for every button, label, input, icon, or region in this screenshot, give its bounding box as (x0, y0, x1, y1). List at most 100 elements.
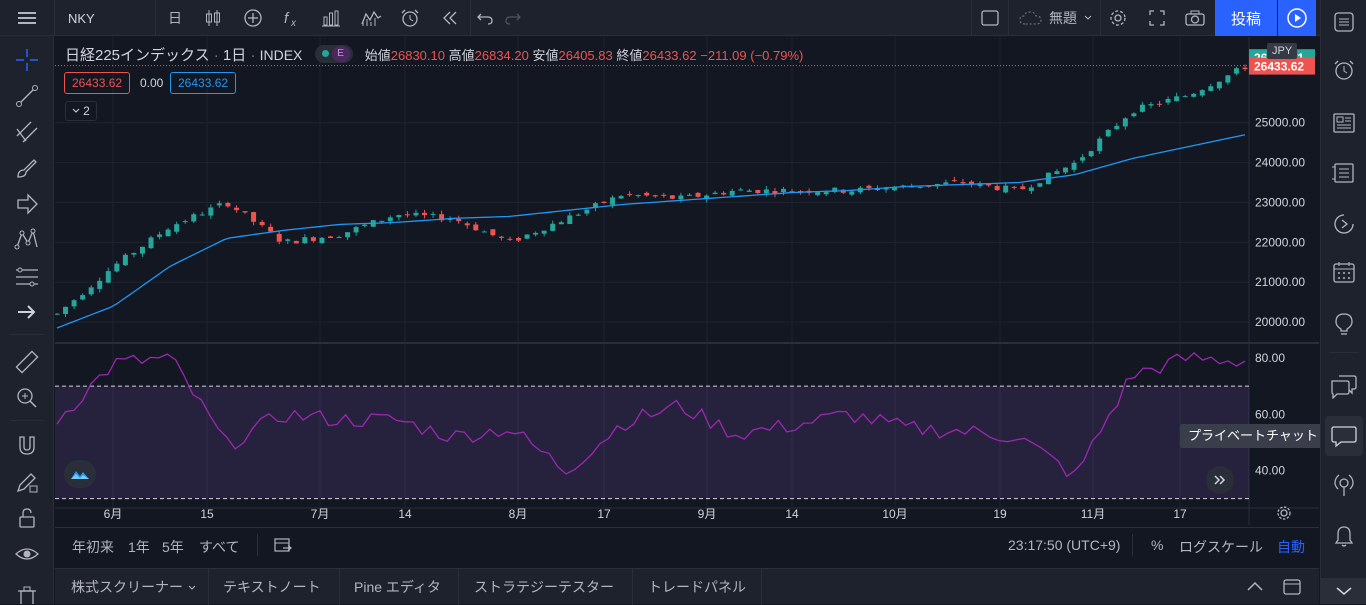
candle (268, 226, 274, 232)
candle (1037, 183, 1043, 187)
redo-icon[interactable] (500, 0, 526, 36)
pitchfork-icon[interactable] (0, 114, 54, 150)
magnet-icon[interactable] (0, 428, 54, 464)
settings-icon[interactable] (1102, 0, 1134, 36)
financials-icon[interactable] (313, 0, 349, 36)
pattern-icon[interactable] (0, 222, 54, 258)
tab-strategy-tester[interactable]: ストラテジーテスター (474, 579, 614, 595)
chevron-up-icon[interactable] (1245, 579, 1265, 596)
percent-toggle[interactable]: % (1151, 537, 1164, 553)
candle (695, 192, 701, 197)
candle (259, 221, 265, 226)
calendar-icon[interactable] (1321, 252, 1366, 292)
candle (1054, 171, 1060, 174)
candle (627, 194, 633, 196)
tab-pine-editor[interactable]: Pine エディタ (354, 579, 441, 595)
close-price-tag (1249, 57, 1315, 75)
lock-icon[interactable] (0, 500, 54, 536)
scroll-to-realtime-icon[interactable] (1206, 466, 1234, 494)
crosshair-icon[interactable] (0, 42, 54, 78)
candle (362, 224, 368, 227)
tab-label: 株式スクリーナー (71, 579, 183, 595)
cloud-save-button[interactable]: 無題 (1012, 0, 1100, 36)
axis-settings-icon[interactable] (1275, 504, 1293, 527)
legend-interval: 1日 (222, 47, 247, 64)
candle (533, 232, 539, 235)
templates-icon[interactable] (353, 0, 389, 36)
time-axis-label: 17 (597, 507, 611, 521)
range-1y[interactable]: 1年 (128, 539, 150, 555)
brush-icon[interactable] (0, 150, 54, 186)
publish-button[interactable]: 投稿 (1215, 0, 1277, 36)
zoom-icon[interactable] (0, 380, 54, 416)
watchlist-icon[interactable] (1321, 2, 1366, 42)
chart-canvas[interactable]: 25000.00 24000.00 23000.00 22000.00 21000.00… (54, 37, 1319, 525)
candle (285, 239, 291, 241)
layout-icon[interactable] (974, 0, 1006, 36)
earnings-badge[interactable]: E (314, 45, 353, 64)
play-icon[interactable] (1278, 0, 1316, 36)
news-icon[interactable] (1321, 103, 1366, 143)
symbol-search-button[interactable]: NKY (68, 10, 95, 26)
clock[interactable]: 23:17:50 (UTC+9) (1008, 537, 1121, 553)
range-5y[interactable]: 5年 (162, 539, 184, 555)
tradingview-logo-icon[interactable] (64, 460, 96, 488)
tab-stock-screener[interactable]: 株式スクリーナー (71, 569, 197, 605)
close-value: 26433.62 (642, 48, 697, 63)
notifications-bell-icon[interactable] (1321, 516, 1366, 556)
range-ytd[interactable]: 年初来 (72, 539, 114, 555)
compare-icon[interactable] (235, 0, 271, 36)
replay-icon[interactable] (432, 0, 468, 36)
chart-area[interactable]: 25000.00 24000.00 23000.00 22000.00 21000.00… (54, 37, 1319, 525)
private-chat-icon[interactable] (1325, 416, 1363, 456)
candle (883, 188, 889, 190)
alert-icon[interactable] (392, 0, 428, 36)
candle (157, 234, 163, 237)
indicators-count: 2 (83, 104, 90, 118)
auto-scale-toggle[interactable]: 自動 (1277, 539, 1305, 555)
range-all[interactable]: すべて (199, 539, 240, 555)
template-name: 無題 (1049, 10, 1077, 26)
tab-text-notes[interactable]: テキストノート (223, 579, 321, 595)
menu-icon[interactable] (0, 0, 54, 36)
chevron-down-icon[interactable] (1321, 578, 1366, 604)
interval-button[interactable]: 日 (168, 10, 182, 26)
indicators-toggle[interactable]: 2 (65, 101, 97, 121)
buy-price-tag[interactable]: 26433.62 (170, 72, 237, 94)
lock-drawing-icon[interactable] (0, 464, 54, 500)
candle (1242, 67, 1248, 70)
eye-icon[interactable] (0, 536, 54, 572)
ruler-icon[interactable] (0, 344, 54, 380)
camera-icon[interactable] (1178, 0, 1212, 36)
fullscreen-icon[interactable] (1140, 0, 1174, 36)
candle-style-icon[interactable] (195, 0, 231, 36)
public-chat-icon[interactable] (1321, 366, 1366, 406)
ideas-icon[interactable] (1321, 304, 1366, 344)
goto-date-icon[interactable] (273, 536, 293, 557)
data-window-icon[interactable] (1321, 153, 1366, 193)
arrow-right-icon[interactable] (0, 294, 54, 330)
streams-icon[interactable] (1321, 465, 1366, 505)
forecast-icon[interactable] (0, 258, 54, 294)
candle (1216, 81, 1222, 89)
symbol-title[interactable]: 日経225インデックス (65, 47, 210, 64)
undo-icon[interactable] (472, 0, 498, 36)
candle (199, 214, 205, 216)
sell-price-tag[interactable]: 26433.62 (64, 72, 131, 94)
maximize-panel-icon[interactable] (1282, 578, 1302, 599)
hotlist-icon[interactable] (1321, 204, 1366, 244)
trendline-icon[interactable] (0, 78, 54, 114)
trash-icon[interactable] (0, 584, 54, 604)
tab-trading-panel[interactable]: トレードパネル (648, 579, 746, 595)
candle (1088, 151, 1094, 157)
candle (336, 237, 342, 239)
chevron-down-icon (1084, 15, 1092, 20)
arrow-shape-icon[interactable] (0, 186, 54, 222)
log-scale-toggle[interactable]: ログスケール (1179, 539, 1263, 555)
candle (892, 187, 898, 191)
candle (1157, 103, 1163, 105)
currency-label[interactable]: JPY (1267, 43, 1298, 59)
svg-text:f: f (284, 10, 290, 27)
alarm-clock-icon[interactable] (1321, 50, 1366, 90)
